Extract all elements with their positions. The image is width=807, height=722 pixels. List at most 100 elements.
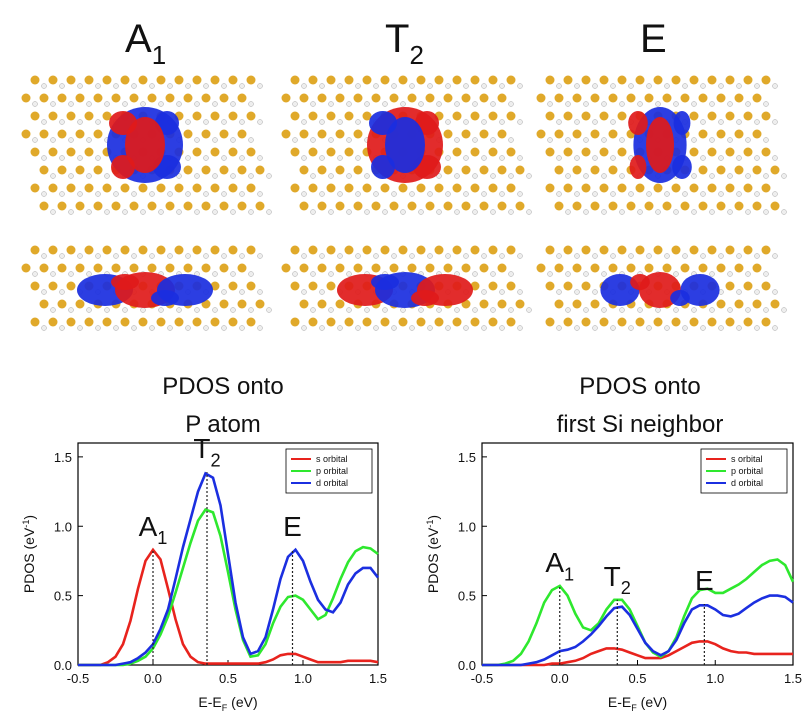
h-atom bbox=[409, 191, 415, 197]
si-atom bbox=[290, 245, 300, 255]
h-atom bbox=[149, 253, 155, 259]
h-atom bbox=[230, 209, 236, 215]
si-atom bbox=[644, 201, 654, 211]
h-atom bbox=[41, 155, 47, 161]
orbital-label: E bbox=[640, 17, 667, 61]
si-atom bbox=[761, 111, 771, 121]
h-atom bbox=[610, 253, 616, 259]
si-atom bbox=[545, 317, 555, 327]
h-atom bbox=[445, 119, 451, 125]
si-atom bbox=[752, 165, 762, 175]
h-atom bbox=[655, 307, 661, 313]
chart-title: first Si neighbor bbox=[557, 411, 724, 438]
si-atom bbox=[698, 129, 708, 139]
si-atom bbox=[425, 93, 435, 103]
si-atom bbox=[434, 245, 444, 255]
si-atom bbox=[452, 183, 462, 193]
si-atom bbox=[246, 281, 256, 291]
si-atom bbox=[497, 263, 507, 273]
orbital-lobe bbox=[125, 117, 165, 173]
si-atom bbox=[380, 245, 390, 255]
si-atom bbox=[479, 299, 489, 309]
h-atom bbox=[131, 325, 137, 331]
si-atom bbox=[102, 245, 112, 255]
h-atom bbox=[68, 101, 74, 107]
h-atom bbox=[745, 173, 751, 179]
h-atom bbox=[212, 307, 218, 313]
h-atom bbox=[583, 271, 589, 277]
si-atom bbox=[590, 129, 600, 139]
si-atom bbox=[255, 299, 265, 309]
h-atom bbox=[230, 307, 236, 313]
si-atom bbox=[353, 165, 363, 175]
h-atom bbox=[50, 209, 56, 215]
si-atom bbox=[707, 111, 717, 121]
peak-label-main: T bbox=[193, 433, 210, 464]
si-atom bbox=[228, 111, 238, 121]
si-atom bbox=[497, 129, 507, 139]
peak-label: T2 bbox=[193, 433, 220, 470]
h-atom bbox=[700, 119, 706, 125]
si-atom bbox=[734, 93, 744, 103]
peak-label-main: A bbox=[545, 547, 564, 578]
h-atom bbox=[547, 101, 553, 107]
orbital-lobe bbox=[628, 111, 648, 135]
si-atom bbox=[39, 93, 49, 103]
h-atom bbox=[95, 253, 101, 259]
h-atom bbox=[736, 119, 742, 125]
si-atom bbox=[461, 201, 471, 211]
orbital-lobe bbox=[680, 274, 720, 306]
si-atom bbox=[48, 75, 58, 85]
si-atom bbox=[563, 183, 573, 193]
h-atom bbox=[601, 209, 607, 215]
h-atom bbox=[718, 191, 724, 197]
si-atom bbox=[308, 281, 318, 291]
h-atom bbox=[565, 101, 571, 107]
h-atom bbox=[41, 325, 47, 331]
si-atom bbox=[752, 299, 762, 309]
h-atom bbox=[373, 325, 379, 331]
si-atom bbox=[398, 183, 408, 193]
h-atom bbox=[355, 325, 361, 331]
h-atom bbox=[745, 307, 751, 313]
si-atom bbox=[102, 183, 112, 193]
h-atom bbox=[481, 191, 487, 197]
h-atom bbox=[673, 209, 679, 215]
series-line bbox=[482, 640, 793, 667]
si-atom bbox=[174, 75, 184, 85]
h-atom bbox=[481, 289, 487, 295]
si-atom bbox=[572, 201, 582, 211]
orbital-label-sub: 2 bbox=[409, 40, 423, 70]
h-atom bbox=[346, 307, 352, 313]
x-tick-label: 1.0 bbox=[294, 671, 312, 686]
h-atom bbox=[601, 173, 607, 179]
h-atom bbox=[709, 173, 715, 179]
si-atom bbox=[344, 147, 354, 157]
h-atom bbox=[556, 119, 562, 125]
si-atom bbox=[380, 183, 390, 193]
si-atom bbox=[461, 165, 471, 175]
si-atom bbox=[228, 183, 238, 193]
series-line bbox=[78, 547, 379, 667]
h-atom bbox=[508, 271, 514, 277]
peak-label: T2 bbox=[604, 561, 631, 598]
h-atom bbox=[158, 307, 164, 313]
si-atom bbox=[165, 263, 175, 273]
si-atom bbox=[515, 201, 525, 211]
orbital-lobe bbox=[672, 155, 692, 179]
si-atom bbox=[246, 245, 256, 255]
si-atom bbox=[299, 201, 309, 211]
si-atom bbox=[617, 75, 627, 85]
h-atom bbox=[628, 191, 634, 197]
h-atom bbox=[185, 253, 191, 259]
h-atom bbox=[673, 271, 679, 277]
si-atom bbox=[201, 263, 211, 273]
si-atom bbox=[362, 111, 372, 121]
orbital-image bbox=[21, 75, 272, 215]
h-atom bbox=[709, 101, 715, 107]
si-atom bbox=[48, 317, 58, 327]
h-atom bbox=[346, 271, 352, 277]
h-atom bbox=[185, 325, 191, 331]
si-atom bbox=[725, 317, 735, 327]
h-atom bbox=[601, 307, 607, 313]
